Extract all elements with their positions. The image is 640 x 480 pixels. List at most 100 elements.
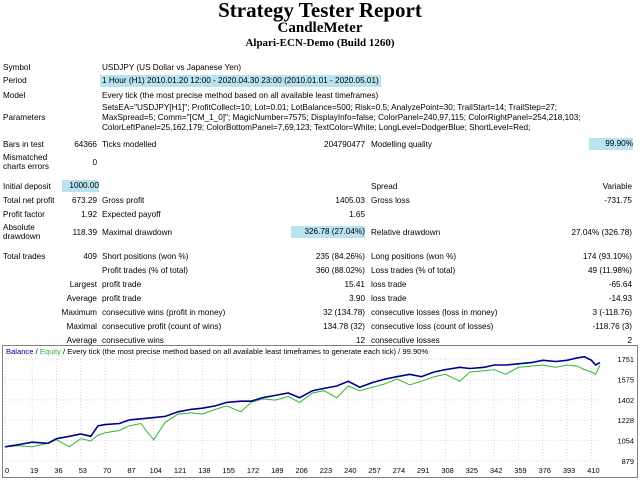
largest-loss-trade-value: -65.64	[608, 280, 632, 289]
avg-consecutive-losses-value: 2	[627, 336, 632, 345]
total-trades-label: Total trades	[3, 252, 46, 261]
legend-quality: 99.90%	[402, 347, 428, 356]
x-tick-label: 410	[587, 466, 599, 475]
server-build: Alpari-ECN-Demo (Build 1260)	[245, 37, 395, 49]
symbol-value: USDJPY (US Dollar vs Japanese Yen)	[102, 63, 242, 72]
period-value: 1 Hour (H1) 2010.01.20 12:00 - 2020.04.3…	[100, 75, 381, 87]
average-loss-trade-value: -14.93	[608, 294, 632, 303]
profit-trades-value: 360 (88.02%)	[315, 266, 365, 275]
long-positions-value: 174 (93.10%)	[582, 252, 632, 261]
max-consecutive-losses-label: consecutive losses (loss in money)	[371, 308, 498, 317]
chart-frame	[2, 345, 638, 478]
average-label: Average	[66, 294, 97, 303]
x-tick-label: 274	[393, 466, 405, 475]
avg-consecutive-wins-label: consecutive wins	[102, 336, 164, 345]
series-line-balance	[4, 355, 601, 448]
quality-label: Modelling quality	[371, 140, 432, 149]
profit-trades-label: Profit trades (% of total)	[102, 266, 189, 275]
gross-loss-value: -731.75	[604, 196, 632, 205]
gross-loss-label: Gross loss	[371, 196, 410, 205]
relative-drawdown-value: 27.04% (326.78)	[571, 228, 632, 237]
bars-value: 64366	[74, 140, 97, 149]
chart-legend: Balance / Equity / Every tick (the most …	[6, 347, 428, 356]
x-tick-label: 70	[103, 466, 111, 475]
max-consecutive-loss-value: -118.76 (3)	[592, 322, 632, 331]
x-tick-label: 308	[441, 466, 453, 475]
relative-drawdown-label: Relative drawdown	[371, 228, 441, 237]
max-consecutive-wins-label: consecutive wins (profit in money)	[102, 308, 226, 317]
long-positions-label: Long positions (won %)	[371, 252, 457, 261]
x-tick-label: 223	[320, 466, 332, 475]
x-tick-label: 376	[539, 466, 551, 475]
loss-trades-label: Loss trades (% of total)	[371, 266, 456, 275]
profit-factor-value: 1.92	[81, 210, 97, 219]
maximal-drawdown-label: Maximal drawdown	[102, 228, 173, 237]
x-tick-label: 87	[127, 466, 135, 475]
maximal-label: Maximal	[66, 322, 97, 331]
avg-consecutive-wins-value: 12	[355, 336, 365, 345]
x-tick-label: 257	[368, 466, 380, 475]
x-tick-label: 189	[271, 466, 283, 475]
maximum-label: Maximum	[61, 308, 97, 317]
y-axis-ticks: 1751 1575 1402 1228 1054 879	[618, 355, 634, 466]
largest-profit-trade-value: 15.41	[344, 280, 366, 289]
parameters-label: Parameters	[3, 113, 46, 122]
x-tick-label: 121	[174, 466, 186, 475]
legend-model: Every tick (the most precise method base…	[67, 347, 396, 356]
x-tick-label: 206	[295, 466, 307, 475]
ticks-label: Ticks modelled	[102, 140, 157, 149]
largest-loss-trade-label: loss trade	[371, 280, 407, 289]
y-tick-label: 1575	[618, 376, 634, 385]
x-axis-ticks: 0 19 36 53 70 87 104 121 138 155 172 189 206 223 240 25…	[5, 466, 600, 475]
largest-label: Largest	[69, 280, 97, 289]
mismatch-label: charts errors	[3, 162, 49, 171]
x-tick-label: 240	[344, 466, 356, 475]
average-profit-trade-label: profit trade	[102, 294, 142, 303]
y-tick-label: 1054	[618, 437, 634, 446]
x-tick-label: 155	[223, 466, 235, 475]
gross-profit-label: Gross profit	[102, 196, 145, 205]
net-profit-value: 673.29	[71, 196, 97, 205]
x-tick-label: 172	[247, 466, 259, 475]
y-tick-label: 1228	[618, 416, 634, 425]
y-tick-label: 1751	[618, 355, 634, 364]
model-label: Model	[3, 91, 26, 100]
x-tick-label: 342	[490, 466, 502, 475]
x-tick-label: 393	[563, 466, 575, 475]
ticks-value: 204790477	[324, 140, 365, 149]
expected-payoff-value: 1.65	[349, 210, 365, 219]
net-profit-label: Total net profit	[3, 196, 55, 205]
average-loss-trade-label: loss trade	[371, 294, 407, 303]
ea-name: CandleMeter	[277, 20, 363, 36]
balance-equity-chart: Balance / Equity / Every tick (the most …	[2, 345, 638, 478]
maximal-drawdown-value: 326.78 (27.04%)	[291, 226, 365, 238]
bars-label: Bars in test	[3, 140, 44, 149]
gross-profit-value: 1405.03	[335, 196, 365, 205]
x-tick-label: 0	[5, 466, 9, 475]
max-consecutive-losses-value: 3 (-118.76)	[592, 308, 632, 317]
absolute-drawdown-label: drawdown	[3, 232, 41, 241]
period-label: Period	[3, 76, 27, 85]
expected-payoff-label: Expected payoff	[102, 210, 161, 219]
parameters-line: MaxSpread=5; Comm="[CM_1_0]"; MagicNumbe…	[102, 113, 581, 122]
absolute-drawdown-value: 118.39	[72, 228, 97, 237]
mismatch-value: 0	[92, 158, 97, 167]
symbol-label: Symbol	[3, 63, 31, 72]
loss-trades-value: 49 (11.98%)	[588, 266, 632, 275]
spread-label: Spread	[371, 182, 398, 191]
y-tick-label: 879	[622, 457, 634, 466]
average-profit-trade-value: 3.90	[349, 294, 365, 303]
max-consecutive-profit-label: consecutive profit (count of wins)	[102, 322, 222, 331]
absolute-drawdown-label: Absolute	[3, 223, 35, 232]
series-line-equity	[4, 364, 601, 448]
parameters-line: ColorLeftPanel=25,162,179; ColorBottomPa…	[102, 123, 531, 132]
max-consecutive-loss-label: consecutive loss (count of losses)	[371, 322, 494, 331]
deposit-label: Initial deposit	[3, 182, 51, 191]
x-tick-label: 36	[54, 466, 62, 475]
short-positions-label: Short positions (won %)	[102, 252, 189, 261]
x-tick-label: 325	[466, 466, 478, 475]
parameters-line: SetsEA="USDJPY[H1]"; ProfitCollect=10; L…	[102, 103, 558, 112]
x-tick-label: 138	[198, 466, 210, 475]
largest-profit-trade-label: profit trade	[102, 280, 142, 289]
max-consecutive-wins-value: 32 (134.78)	[323, 308, 365, 317]
